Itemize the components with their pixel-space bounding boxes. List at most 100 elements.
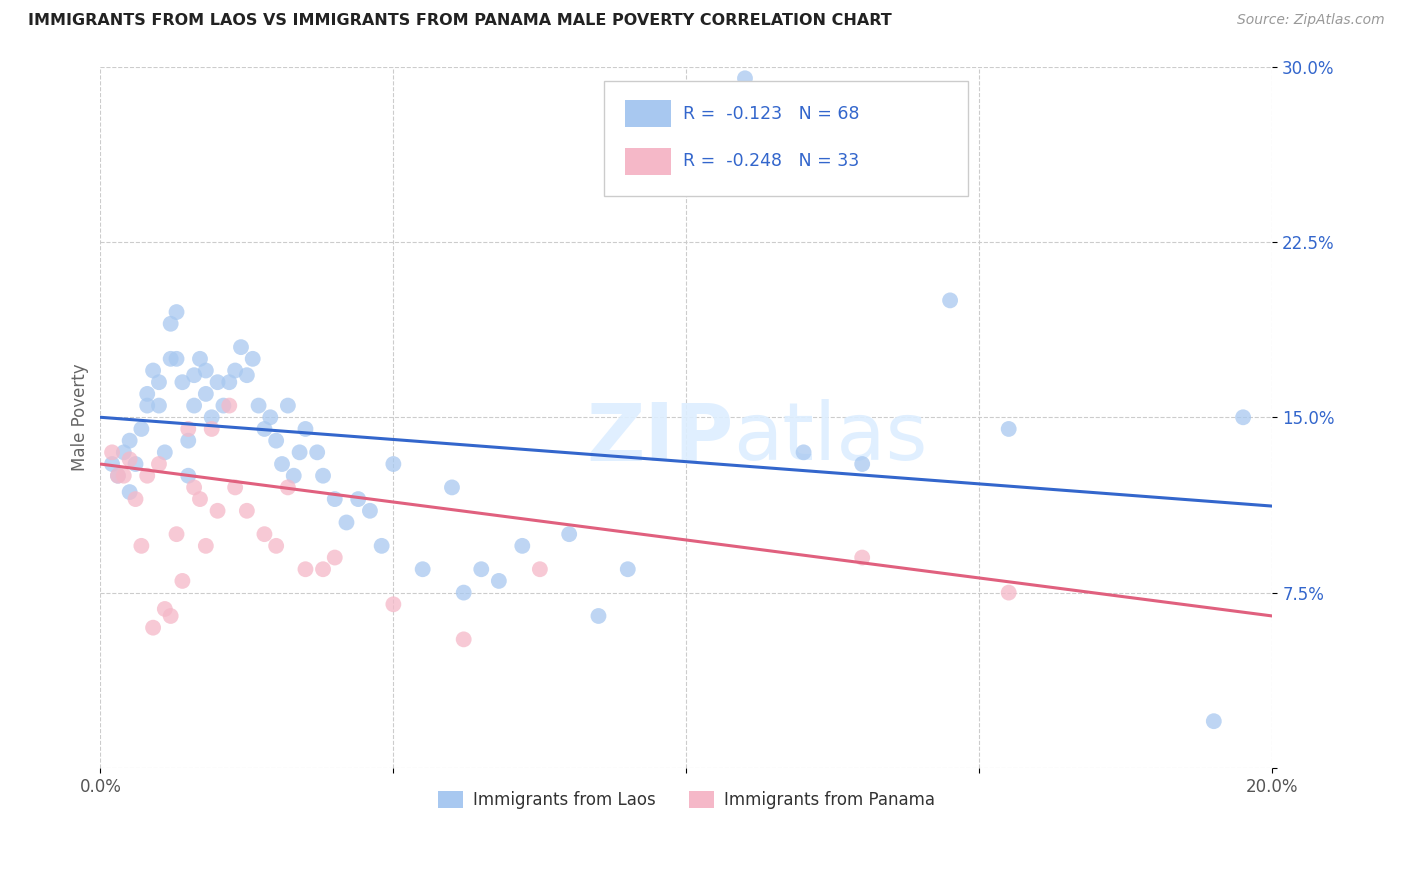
Point [159,317,181,331]
FancyBboxPatch shape [605,80,967,196]
Point [453,632,475,647]
Point [101,457,124,471]
Point [283,468,305,483]
Point [148,457,170,471]
Legend: Immigrants from Laos, Immigrants from Panama: Immigrants from Laos, Immigrants from Pa… [432,784,942,815]
Point [675,141,697,155]
Point [440,480,463,494]
Point [277,480,299,494]
Point [253,527,276,541]
Point [323,492,346,507]
Point [177,468,200,483]
Point [107,468,129,483]
Point [323,550,346,565]
Point [224,480,246,494]
Point [382,597,405,611]
Point [271,457,294,471]
Point [259,410,281,425]
Point [136,468,159,483]
Point [997,585,1019,599]
Point [172,574,194,588]
Point [851,550,873,565]
Point [194,363,217,377]
Point [412,562,434,576]
Point [242,351,264,366]
Point [1232,410,1254,425]
Point [294,422,316,436]
Text: ZIP: ZIP [586,400,734,477]
Point [107,468,129,483]
Point [212,399,235,413]
Point [124,457,146,471]
Point [177,422,200,436]
Point [939,293,962,308]
Point [247,399,270,413]
Point [264,434,287,448]
Text: IMMIGRANTS FROM LAOS VS IMMIGRANTS FROM PANAMA MALE POVERTY CORRELATION CHART: IMMIGRANTS FROM LAOS VS IMMIGRANTS FROM … [28,13,891,29]
Point [153,602,176,616]
Point [148,399,170,413]
Point [159,351,181,366]
Text: Source: ZipAtlas.com: Source: ZipAtlas.com [1237,13,1385,28]
Point [183,368,205,383]
Point [335,516,357,530]
Point [312,562,335,576]
Point [166,527,188,541]
Y-axis label: Male Poverty: Male Poverty [72,363,89,471]
Point [224,363,246,377]
Point [218,399,240,413]
Point [166,305,188,319]
Point [207,375,229,389]
Point [236,368,259,383]
Point [997,422,1019,436]
Point [172,375,194,389]
Point [188,351,211,366]
Point [359,504,381,518]
Point [194,539,217,553]
Point [101,445,124,459]
Point [177,434,200,448]
Point [201,410,224,425]
Text: R =  -0.248   N = 33: R = -0.248 N = 33 [683,153,859,170]
Point [370,539,392,553]
Point [851,457,873,471]
Point [558,527,581,541]
Point [734,71,756,86]
Point [294,562,316,576]
Text: R =  -0.123   N = 68: R = -0.123 N = 68 [683,104,859,122]
Point [453,585,475,599]
Point [136,399,159,413]
Point [112,468,135,483]
Point [159,609,181,624]
Text: atlas: atlas [734,400,928,477]
Point [277,399,299,413]
Point [148,375,170,389]
Point [529,562,551,576]
Point [201,422,224,436]
Point [312,468,335,483]
Point [118,485,141,500]
Point [616,562,638,576]
Point [194,387,217,401]
Point [131,539,153,553]
Point [188,492,211,507]
Point [382,457,405,471]
Point [645,106,668,120]
Point [131,422,153,436]
Point [264,539,287,553]
FancyBboxPatch shape [626,100,671,128]
Point [183,399,205,413]
Point [118,434,141,448]
Point [124,492,146,507]
Point [207,504,229,518]
Point [288,445,311,459]
Point [347,492,370,507]
Point [510,539,533,553]
Point [470,562,492,576]
Point [218,375,240,389]
Point [183,480,205,494]
Point [236,504,259,518]
Point [229,340,252,354]
Point [142,621,165,635]
Point [488,574,510,588]
